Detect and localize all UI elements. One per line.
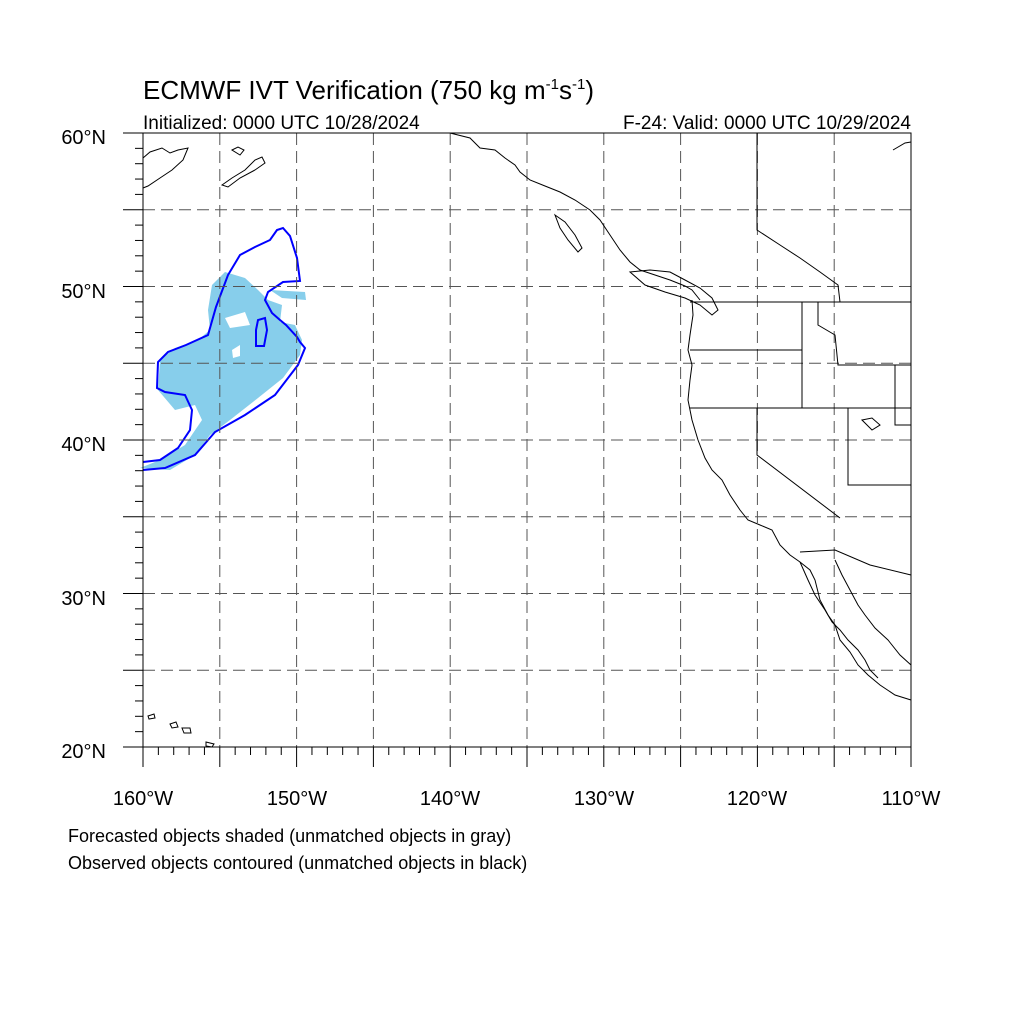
us-west-coast [687, 299, 912, 701]
forecast-object-hole [232, 345, 240, 358]
valid-time-label: F-24: Valid: 0000 UTC 10/29/2024 [623, 113, 911, 134]
lon-label-120w: 120°W [727, 788, 787, 810]
hawaii-island [147, 713, 156, 720]
lat-label-50n: 50°N [61, 281, 106, 303]
latitude-labels: 60°N 50°N 40°N 30°N 20°N [61, 127, 106, 763]
lat-label-30n: 30°N [61, 588, 106, 610]
observed-ivt-object [142, 226, 307, 471]
lon-label-150w: 150°W [267, 788, 327, 810]
forecast-object-hole [225, 312, 250, 328]
us-canada-region [756, 133, 841, 303]
map-title: ECMWF IVT Verification (750 kg m-1s-1) [143, 75, 594, 105]
haida-gwaii [553, 213, 583, 253]
alaska-coast [142, 147, 189, 189]
baja-coast [799, 561, 879, 679]
alaska-peninsula [220, 156, 266, 188]
lon-label-160w: 160°W [113, 788, 173, 810]
lon-label-140w: 140°W [420, 788, 480, 810]
hawaii-island [169, 721, 179, 729]
hawaii-island [205, 741, 215, 748]
lat-label-20n: 20°N [61, 741, 106, 763]
footnote-observed: Observed objects contoured (unmatched ob… [68, 853, 528, 873]
nevada-utah-border [847, 408, 911, 486]
axis-ticks [123, 132, 912, 767]
us-mexico-border [799, 549, 912, 576]
gulf-of-california-coast [834, 559, 912, 666]
lon-label-130w: 130°W [574, 788, 634, 810]
hawaii-island [181, 727, 192, 734]
kodiak-island [230, 146, 245, 156]
init-time-label: Initialized: 0000 UTC 10/28/2024 [143, 113, 420, 134]
observed-object-contour [142, 226, 307, 471]
lat-label-60n: 60°N [61, 127, 106, 149]
california-nevada-border [756, 408, 841, 519]
idaho-montana-border [817, 302, 911, 366]
lat-lon-gridlines [143, 133, 911, 747]
observed-object-inner-contour [255, 316, 269, 347]
forecast-object-shade [140, 272, 302, 470]
forecast-object-tail [270, 290, 306, 300]
map-frame [142, 132, 912, 748]
lon-label-110w: 110°W [882, 788, 941, 810]
vancouver-island [628, 269, 719, 316]
wyoming-border [894, 365, 911, 426]
lat-label-40n: 40°N [61, 434, 106, 456]
longitude-labels: 160°W 150°W 140°W 130°W 120°W 110°W [113, 788, 941, 810]
coastlines [142, 132, 912, 748]
footnote-forecast: Forecasted objects shaded (unmatched obj… [68, 826, 512, 846]
bc-coast [449, 132, 701, 301]
coast-fragment [892, 141, 912, 151]
great-salt-lake [860, 417, 881, 431]
